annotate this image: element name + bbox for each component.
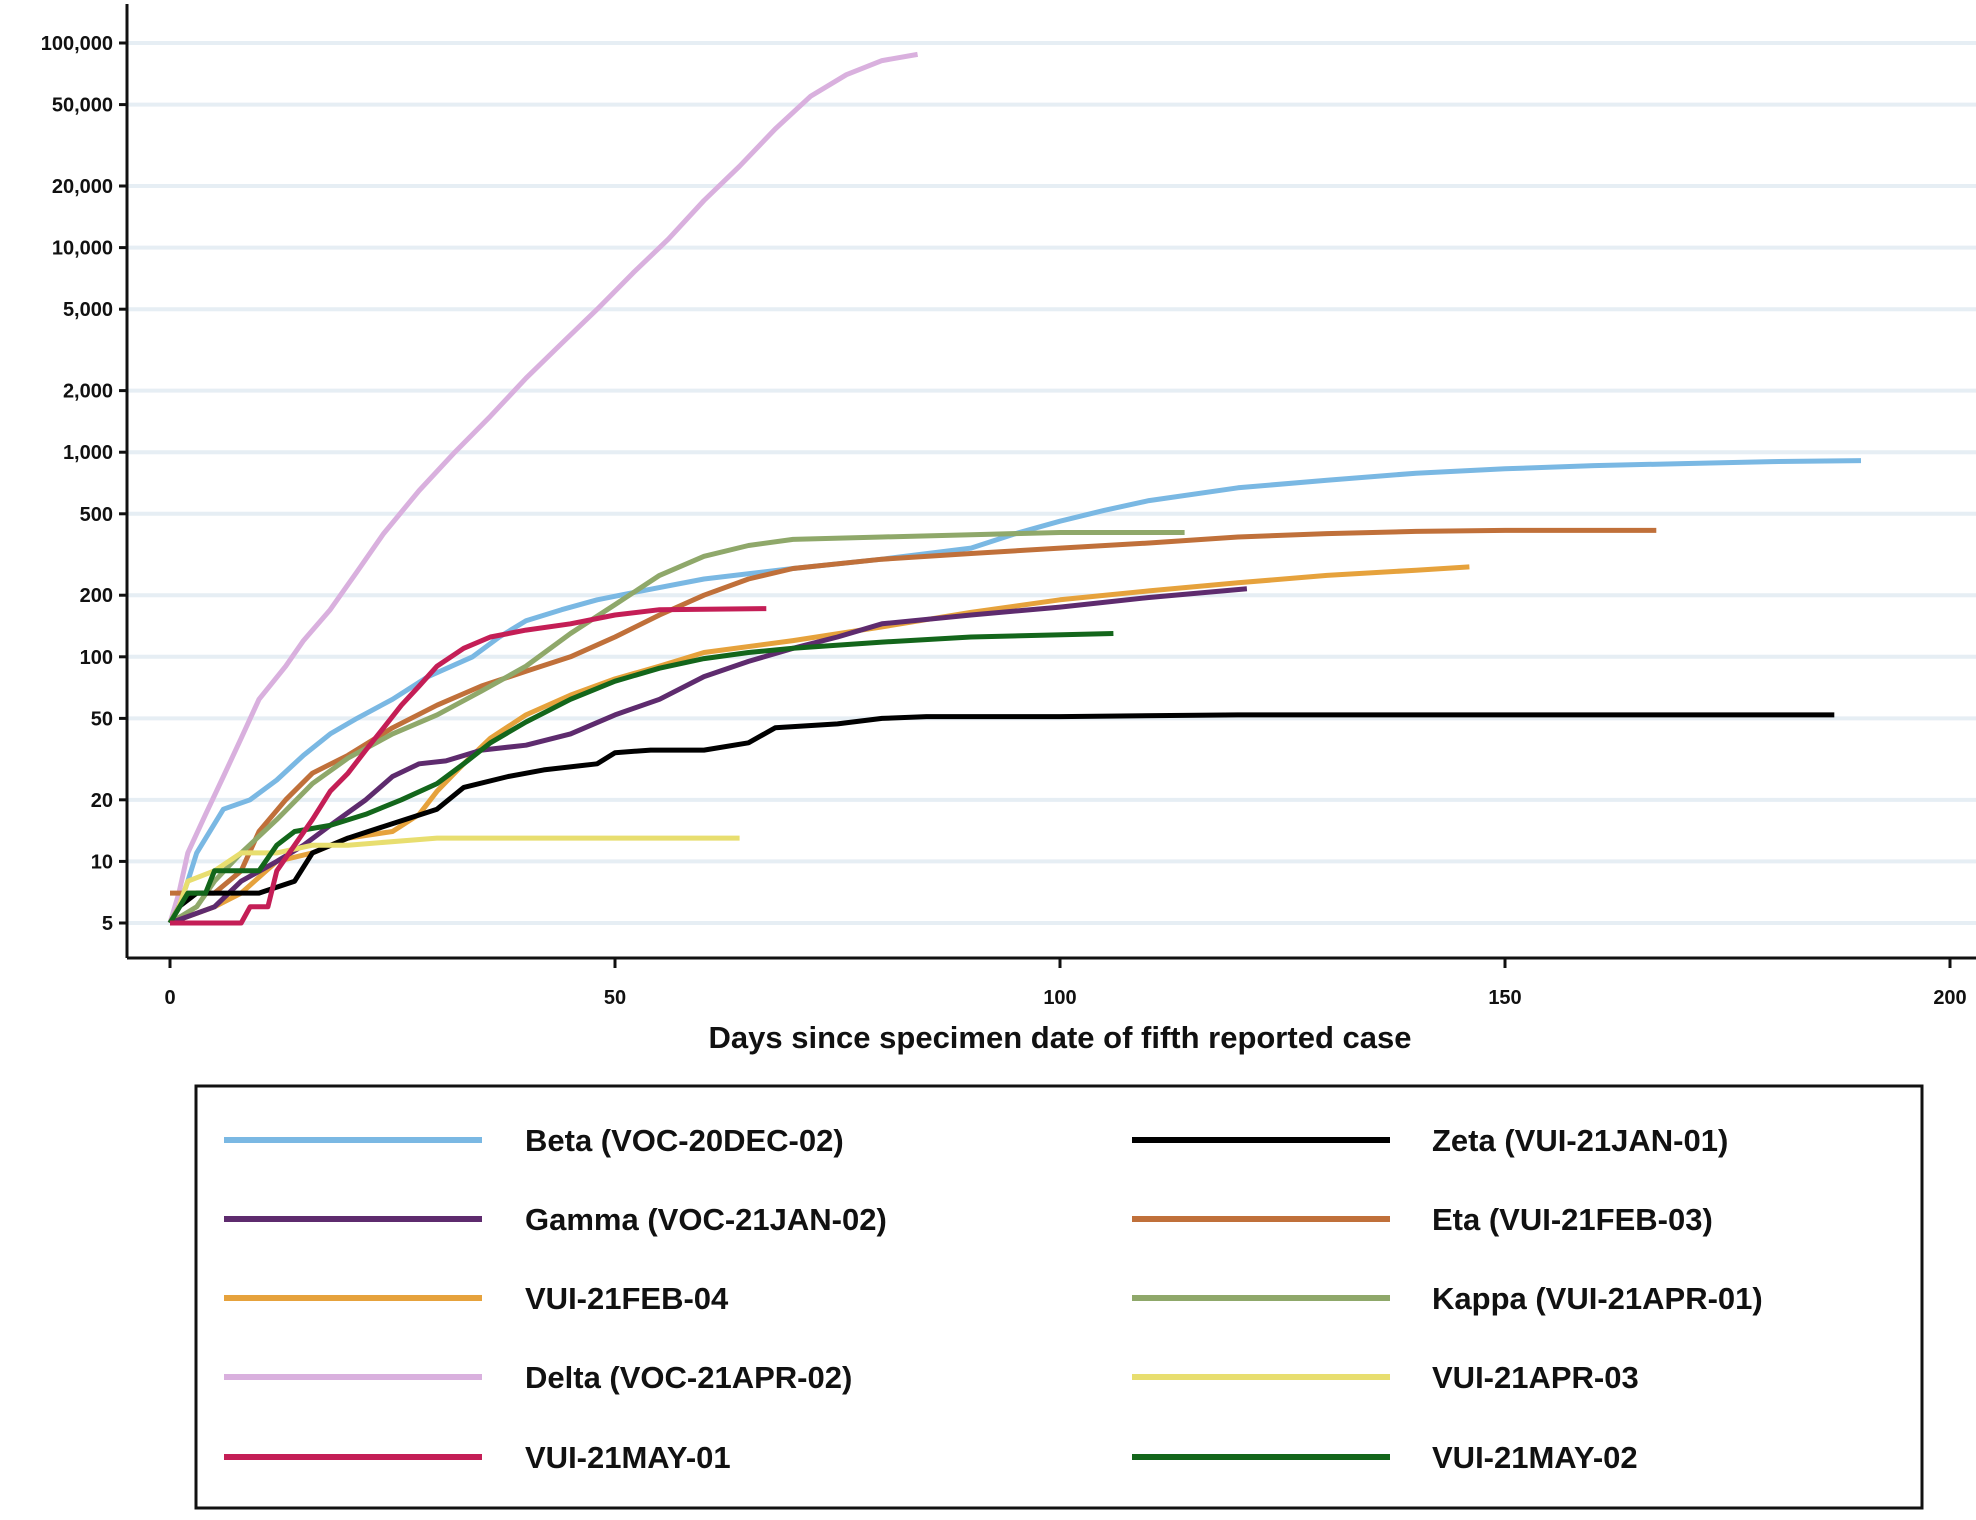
legend-label: Beta (VOC-20DEC-02) (525, 1123, 844, 1158)
x-tick-label: 200 (1933, 987, 1966, 1009)
x-axis-title: Days since specimen date of fifth report… (709, 1020, 1412, 1055)
y-axis-ticks: 5 10 20 50 100 200 500 1,000 2,000 5,000 10,000 20,… (41, 33, 127, 935)
x-tick-label: 0 (164, 987, 175, 1009)
x-tick-label: 150 (1488, 987, 1521, 1009)
legend-label: VUI-21MAY-02 (1432, 1440, 1638, 1475)
series-line-zeta-vui-21jan-01 (167, 712, 1835, 925)
x-tick-label: 50 (604, 987, 626, 1009)
x-tick-label: 100 (1043, 987, 1076, 1009)
series-line-kappa-vui-21apr-01 (168, 530, 1185, 926)
legend-label: Delta (VOC-21APR-02) (525, 1360, 852, 1395)
y-tick-label: 2,000 (63, 381, 113, 403)
y-tick-label: 1,000 (63, 442, 113, 464)
series-lines (167, 51, 1862, 926)
y-tick-label: 20,000 (52, 176, 113, 198)
legend-label: VUI-21APR-03 (1432, 1360, 1639, 1395)
grid-lines (127, 41, 1976, 925)
x-axis-ticks: 0 50 100 150 200 (164, 958, 1967, 1009)
legend: Beta (VOC-20DEC-02) Zeta (VUI-21JAN-01) Ga… (194, 1084, 1924, 1510)
y-tick-label: 10,000 (52, 238, 113, 260)
y-tick-label: 10 (91, 851, 113, 873)
series-line-eta-vui-21feb-03 (170, 527, 1657, 896)
y-tick-label: 500 (80, 504, 113, 526)
series-line-beta-voc-20dec-02 (167, 458, 1862, 925)
legend-label: VUI-21FEB-04 (525, 1281, 729, 1316)
y-tick-label: 100 (80, 647, 113, 669)
y-tick-label: 5 (102, 913, 113, 935)
y-tick-label: 20 (91, 790, 113, 812)
y-tick-label: 5,000 (63, 299, 113, 321)
y-tick-label: 100,000 (41, 33, 113, 55)
legend-label: Gamma (VOC-21JAN-02) (525, 1202, 887, 1237)
y-tick-label: 50 (91, 708, 113, 730)
series-line-vui-21may-02 (167, 631, 1114, 925)
legend-box (194, 1084, 1924, 1510)
legend-label: Kappa (VUI-21APR-01) (1432, 1281, 1763, 1316)
y-tick-label: 200 (80, 585, 113, 607)
series-line-delta-voc-21apr-02 (167, 51, 919, 924)
series-line-vui-21may-01 (170, 606, 767, 926)
legend-label: Eta (VUI-21FEB-03) (1432, 1202, 1713, 1237)
legend-label: VUI-21MAY-01 (525, 1440, 731, 1475)
y-tick-label: 50,000 (52, 95, 113, 117)
legend-label: Zeta (VUI-21JAN-01) (1432, 1123, 1728, 1158)
